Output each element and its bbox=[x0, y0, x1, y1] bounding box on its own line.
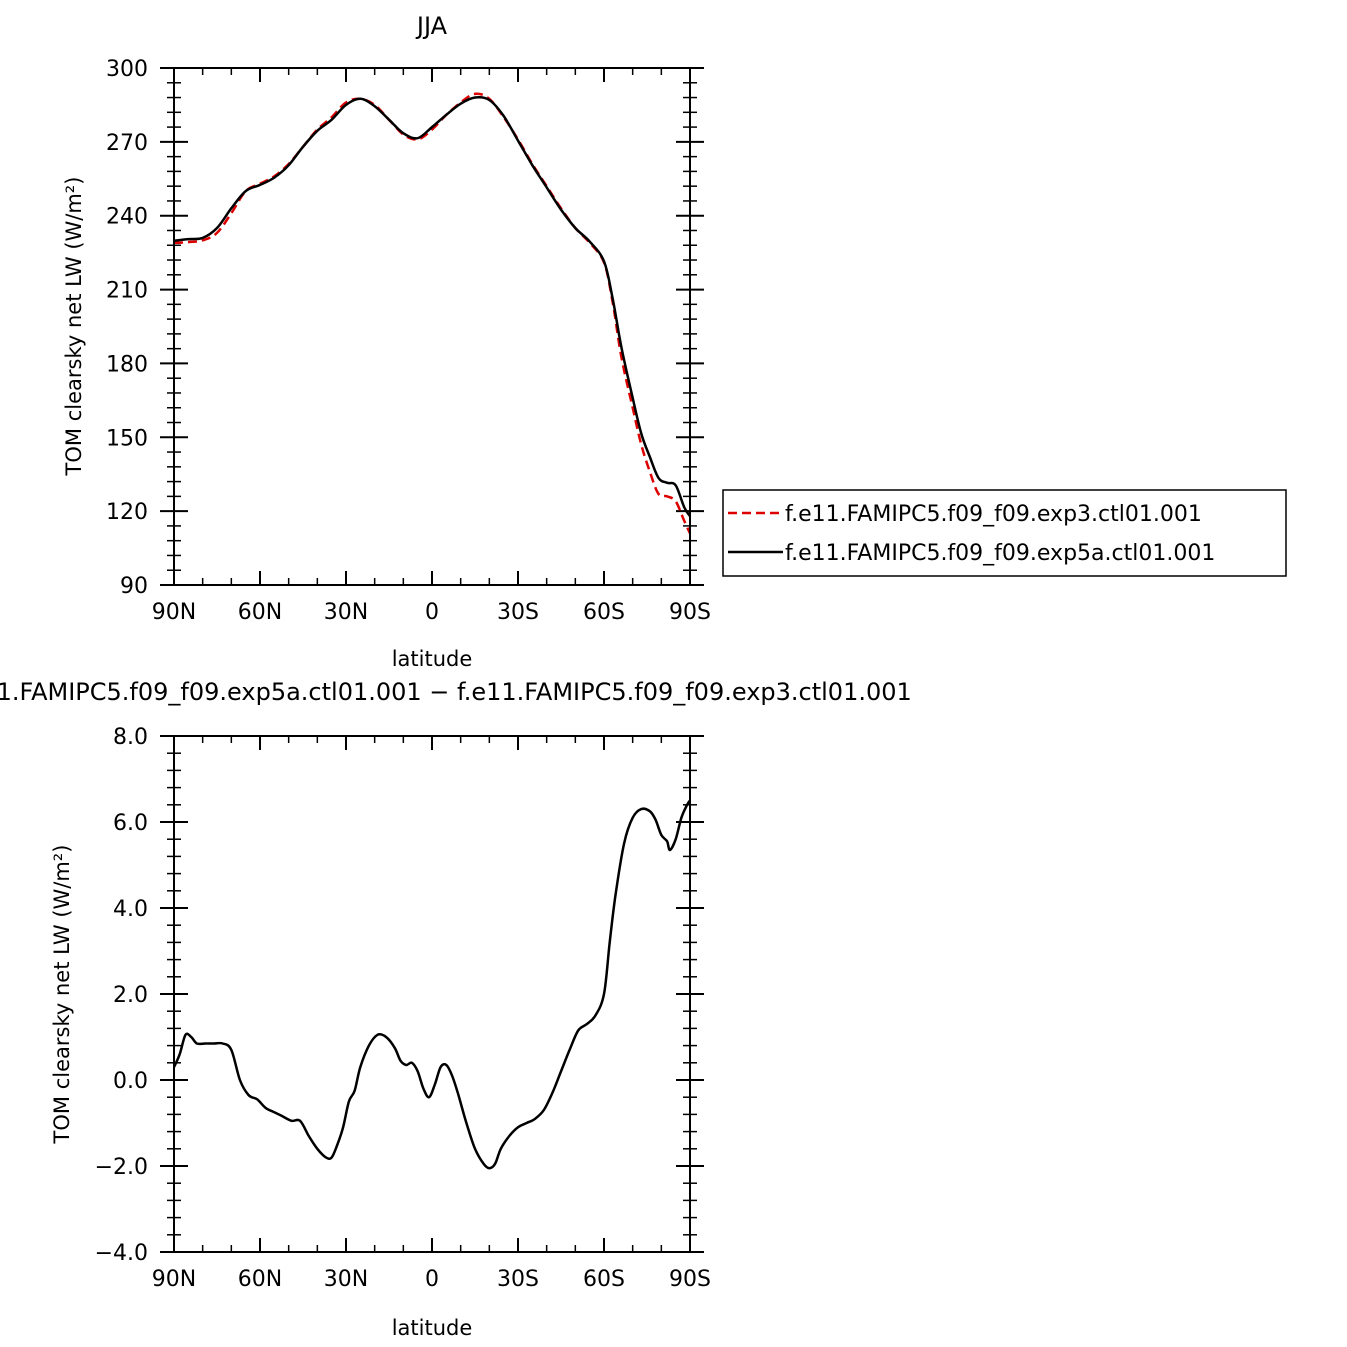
series-line-0 bbox=[173, 92, 692, 534]
x-tick-label: 60S bbox=[583, 600, 625, 625]
top-plot-frame bbox=[173, 67, 691, 586]
y-tick-label: 240 bbox=[106, 205, 148, 230]
y-tick-label: 0.0 bbox=[113, 1069, 148, 1094]
x-tick-label: 30N bbox=[324, 1267, 368, 1292]
x-tick-label: 0 bbox=[425, 600, 439, 625]
x-tick-label: 30N bbox=[324, 600, 368, 625]
x-tick-label: 90N bbox=[152, 1267, 196, 1292]
legend-frame bbox=[722, 489, 1287, 577]
y-tick-label: −2.0 bbox=[95, 1155, 148, 1180]
bottom-plot-frame bbox=[173, 735, 691, 1253]
top-series-lines bbox=[173, 92, 692, 534]
x-tick-label: 60N bbox=[238, 600, 282, 625]
bottom-panel: f.e11.FAMIPC5.f09_f09.exp5a.ctl01.001 − … bbox=[0, 678, 912, 1340]
series-line-1 bbox=[173, 95, 692, 517]
x-tick-label: 0 bbox=[425, 1267, 439, 1292]
y-tick-label: 180 bbox=[106, 352, 148, 377]
x-tick-label: 90S bbox=[669, 1267, 711, 1292]
x-tick-label: 60N bbox=[238, 1267, 282, 1292]
x-tick-label: 90S bbox=[669, 600, 711, 625]
x-tick-label: 60S bbox=[583, 1267, 625, 1292]
y-tick-label: 8.0 bbox=[113, 725, 148, 750]
y-tick-label: 2.0 bbox=[113, 983, 148, 1008]
legend-label-exp5a: f.e11.FAMIPC5.f09_f09.exp5a.ctl01.001 bbox=[785, 541, 1215, 566]
top-panel: JJA 90N 60N 30N 0 30S 60S 90S 90 120 150 180 210 240… bbox=[62, 12, 711, 671]
top-x-axis-title: latitude bbox=[392, 647, 473, 671]
x-tick-label: 30S bbox=[497, 1267, 539, 1292]
y-tick-label: 90 bbox=[120, 574, 148, 599]
y-tick-label: 120 bbox=[106, 500, 148, 525]
top-y-axis-title: TOM clearsky net LW (W/m²) bbox=[62, 177, 86, 477]
y-tick-label: 270 bbox=[106, 131, 148, 156]
y-tick-label: 150 bbox=[106, 426, 148, 451]
bottom-axis-ticks: 90N 60N 30N 0 30S 60S 90S −4.0 −2.0 0.0 2.0 4.0 6.0 8… bbox=[95, 725, 711, 1292]
y-tick-label: 210 bbox=[106, 279, 148, 304]
top-plot-title: JJA bbox=[415, 12, 448, 40]
series-line-0 bbox=[172, 799, 692, 1170]
legend: f.e11.FAMIPC5.f09_f09.exp3.ctl01.001 f.e… bbox=[722, 489, 1287, 577]
legend-label-exp3: f.e11.FAMIPC5.f09_f09.exp3.ctl01.001 bbox=[785, 502, 1202, 527]
bottom-y-axis-title: TOM clearsky net LW (W/m²) bbox=[50, 845, 74, 1145]
x-tick-label: 30S bbox=[497, 600, 539, 625]
top-axis-ticks: 90N 60N 30N 0 30S 60S 90S 90 120 150 180 210 240 270 3… bbox=[106, 57, 711, 625]
bottom-x-axis-title: latitude bbox=[392, 1316, 473, 1340]
x-tick-label: 90N bbox=[152, 600, 196, 625]
bottom-series-lines bbox=[172, 799, 692, 1170]
y-tick-label: 6.0 bbox=[113, 811, 148, 836]
y-tick-label: 300 bbox=[106, 57, 148, 82]
bottom-plot-title: f.e11.FAMIPC5.f09_f09.exp5a.ctl01.001 − … bbox=[0, 678, 912, 706]
y-tick-label: −4.0 bbox=[95, 1241, 148, 1266]
y-tick-label: 4.0 bbox=[113, 897, 148, 922]
